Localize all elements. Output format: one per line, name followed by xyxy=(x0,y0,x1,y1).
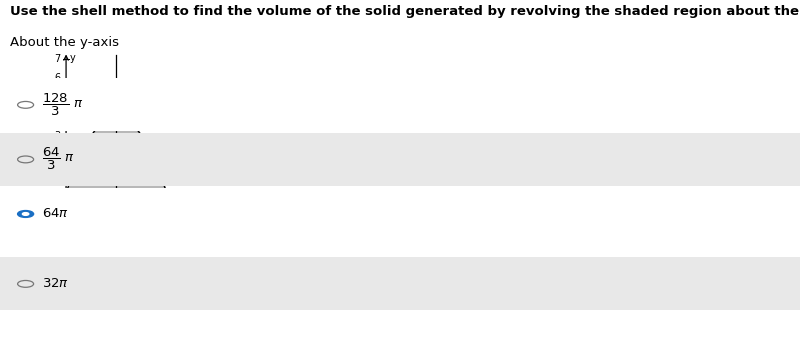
Text: 4: 4 xyxy=(164,201,170,210)
Text: 4: 4 xyxy=(54,112,61,122)
Text: 3: 3 xyxy=(54,131,61,141)
Text: $32\pi$: $32\pi$ xyxy=(42,277,69,291)
Text: $y = 4x - x^2$: $y = 4x - x^2$ xyxy=(137,142,198,160)
Text: 5: 5 xyxy=(189,201,195,210)
Text: 3: 3 xyxy=(138,201,145,210)
Text: 1: 1 xyxy=(54,169,61,179)
Text: $\dfrac{64}{3}\ \pi$: $\dfrac{64}{3}\ \pi$ xyxy=(42,146,74,173)
Text: 1: 1 xyxy=(88,201,94,210)
Text: 5: 5 xyxy=(54,92,61,103)
Text: 6: 6 xyxy=(54,73,61,83)
Text: $64\pi$: $64\pi$ xyxy=(42,207,69,221)
Text: x: x xyxy=(206,188,211,198)
Text: Use the shell method to find the volume of the solid generated by revolving the : Use the shell method to find the volume … xyxy=(10,5,800,18)
Text: About the y-axis: About the y-axis xyxy=(10,36,119,49)
Text: 2: 2 xyxy=(54,150,61,160)
Text: 7: 7 xyxy=(54,54,61,64)
Text: y: y xyxy=(70,54,75,63)
Text: $\dfrac{128}{3}\ \pi$: $\dfrac{128}{3}\ \pi$ xyxy=(42,92,83,118)
Text: 2: 2 xyxy=(114,201,119,210)
